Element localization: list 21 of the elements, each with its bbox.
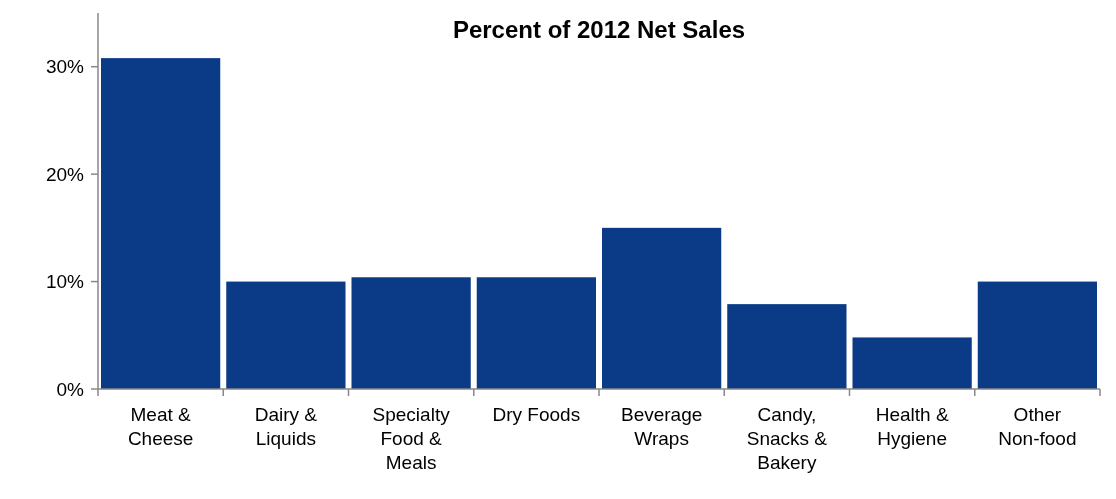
x-tick-label: Specialty Food & Meals bbox=[372, 404, 451, 473]
bar bbox=[852, 337, 972, 389]
bar bbox=[476, 277, 596, 389]
bar bbox=[226, 281, 346, 389]
chart-title: Percent of 2012 Net Sales bbox=[452, 16, 746, 43]
x-tick-label: Meat & Cheese bbox=[127, 404, 194, 449]
y-tick-label: 30% bbox=[45, 56, 85, 78]
x-tick-label: Other Non-food bbox=[998, 404, 1077, 449]
y-tick-label: 20% bbox=[45, 163, 85, 185]
bar bbox=[727, 304, 847, 389]
x-tick-label: Health & Hygiene bbox=[875, 404, 949, 449]
x-tick-label: Dry Foods bbox=[492, 404, 581, 425]
bar bbox=[351, 277, 471, 389]
x-tick-label: Candy, Snacks & Bakery bbox=[746, 404, 828, 473]
bar bbox=[977, 281, 1097, 389]
y-tick-label: 10% bbox=[45, 271, 85, 293]
x-tick-label: Dairy & Liquids bbox=[254, 404, 318, 449]
x-tick-label: Beverage Wraps bbox=[620, 404, 703, 449]
bar bbox=[602, 227, 722, 389]
y-tick-label: 0% bbox=[56, 378, 85, 400]
bar bbox=[101, 58, 221, 389]
